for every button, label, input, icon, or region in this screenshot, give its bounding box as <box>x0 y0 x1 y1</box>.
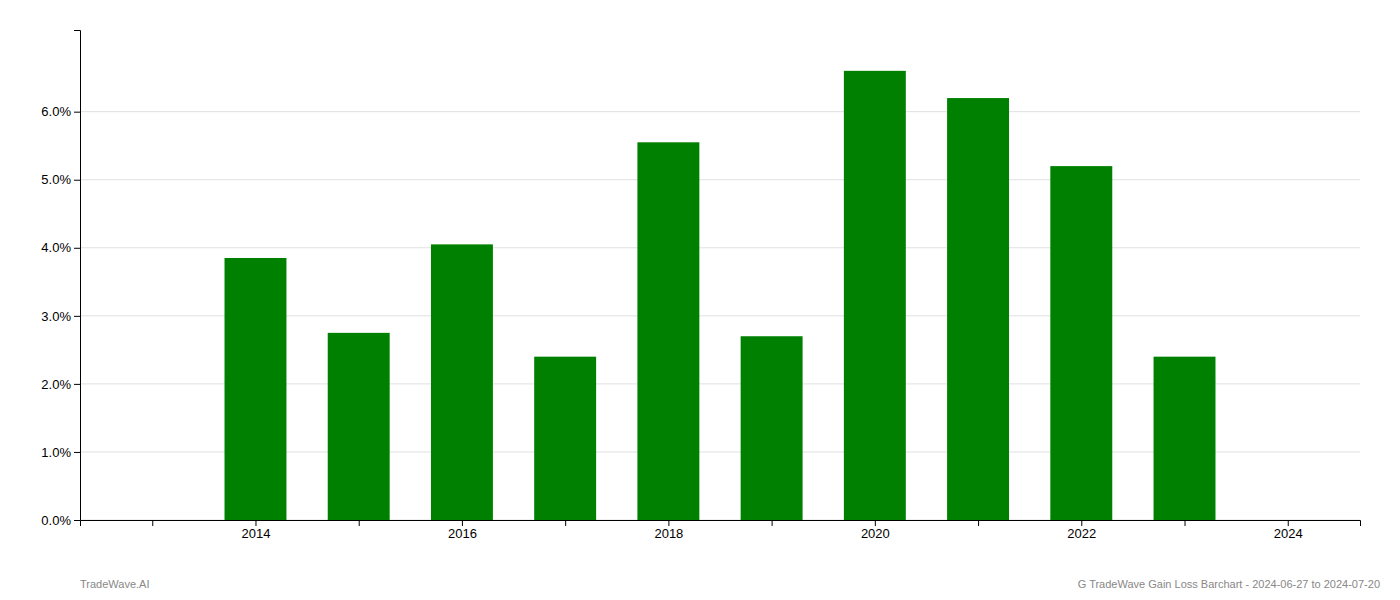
x-tick-mark <box>359 520 360 526</box>
x-tick <box>978 520 979 526</box>
bar <box>431 244 493 520</box>
x-tick <box>152 520 153 526</box>
grid-line <box>80 179 1360 180</box>
y-tick-mark <box>74 248 80 249</box>
x-tick-mark <box>1185 520 1186 526</box>
x-tick: 2014 <box>242 520 271 541</box>
y-tick-label: 3.0% <box>41 308 71 323</box>
grid-line <box>80 247 1360 248</box>
y-tick-mark <box>74 384 80 385</box>
y-tick-mark <box>74 316 80 317</box>
bar <box>328 333 390 520</box>
x-tick-mark <box>152 520 153 526</box>
x-tick-mark <box>875 520 876 526</box>
footer-text: G TradeWave Gain Loss Barchart - 2024-06… <box>1078 578 1380 590</box>
x-tick-mark <box>255 520 256 526</box>
bar <box>947 98 1009 520</box>
x-tick: 2016 <box>448 520 477 541</box>
bar <box>637 142 699 520</box>
bar <box>225 258 287 520</box>
y-tick-mark <box>74 112 80 113</box>
bar <box>741 336 803 520</box>
x-tick-mark <box>1081 520 1082 526</box>
chart: 2014 2016 2018 2020 2022 2024 0.0% 1.0% 2.0% 3.0%… <box>0 0 1400 600</box>
y-tick-mark <box>74 180 80 181</box>
y-tick-label: 6.0% <box>41 104 71 119</box>
x-tick: 2020 <box>861 520 890 541</box>
x-tick <box>1185 520 1186 526</box>
y-tick-label: 2.0% <box>41 377 71 392</box>
grid-line <box>80 111 1360 112</box>
x-tick-mark <box>772 520 773 526</box>
x-tick: 2018 <box>654 520 683 541</box>
y-tick-label: 5.0% <box>41 172 71 187</box>
x-tick-label: 2018 <box>654 526 683 541</box>
x-tick <box>772 520 773 526</box>
x-tick <box>565 520 566 526</box>
y-tick: 2.0% <box>41 377 80 392</box>
y-tick-label: 1.0% <box>41 445 71 460</box>
bar <box>534 357 596 520</box>
y-axis: 0.0% 1.0% 2.0% 3.0% 4.0% 5.0% 6.0% <box>41 31 80 528</box>
x-tick-mark <box>565 520 566 526</box>
x-tick-mark <box>462 520 463 526</box>
bars <box>225 71 1216 520</box>
y-tick: 3.0% <box>41 308 80 323</box>
plot-area: 2014 2016 2018 2020 2022 2024 0.0% 1.0% 2.0% 3.0%… <box>41 31 1360 542</box>
x-axis: 2014 2016 2018 2020 2022 2024 <box>81 520 1361 541</box>
x-axis-line <box>81 521 1361 527</box>
x-tick-label: 2020 <box>861 526 890 541</box>
x-tick-label: 2014 <box>242 526 271 541</box>
x-tick-mark <box>978 520 979 526</box>
x-tick: 2024 <box>1274 520 1303 541</box>
x-tick-label: 2016 <box>448 526 477 541</box>
bar <box>1050 166 1112 520</box>
y-tick-mark <box>74 520 80 521</box>
grid <box>80 112 1360 520</box>
x-tick-label: 2022 <box>1067 526 1096 541</box>
y-tick: 6.0% <box>41 104 80 119</box>
y-tick: 4.0% <box>41 240 80 255</box>
x-tick-label: 2024 <box>1274 526 1303 541</box>
y-tick: 5.0% <box>41 172 80 187</box>
y-tick-label: 0.0% <box>41 513 71 528</box>
y-tick: 1.0% <box>41 445 80 460</box>
x-tick-mark <box>1288 520 1289 526</box>
y-axis-line <box>74 31 81 521</box>
x-tick <box>359 520 360 526</box>
x-tick-mark <box>668 520 669 526</box>
x-tick: 2022 <box>1067 520 1096 541</box>
bar <box>844 71 906 520</box>
y-tick: 0.0% <box>41 513 80 528</box>
bar <box>1154 357 1216 520</box>
y-tick-mark <box>74 452 80 453</box>
y-tick-label: 4.0% <box>41 240 71 255</box>
footer-text: TradeWave.AI <box>80 578 150 590</box>
